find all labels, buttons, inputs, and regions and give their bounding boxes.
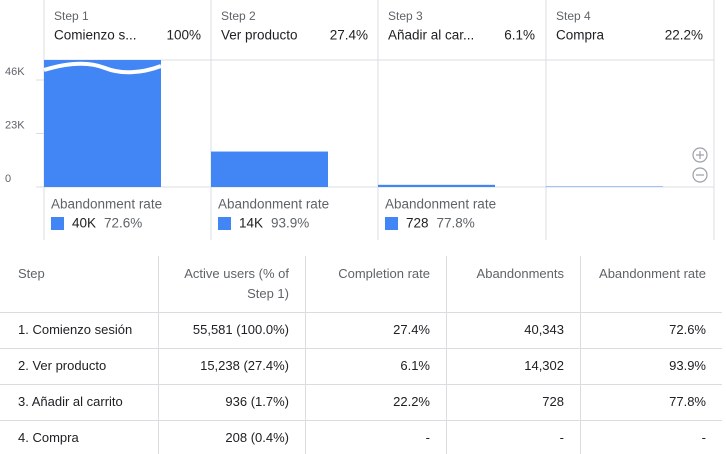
table-cell: 728: [542, 394, 564, 409]
step-label: Step 4: [556, 9, 591, 23]
abandonment-title: Abandonment rate: [51, 197, 162, 212]
bar: [211, 151, 328, 187]
table-cell: 15,238 (27.4%): [200, 358, 289, 373]
legend-swatch: [385, 217, 398, 230]
bar: [378, 184, 495, 187]
funnel-chart: 0 23K 46K Step 1 Comienzo s... 100% Step 2 Ver …: [5, 0, 715, 240]
table-cell: 40,343: [524, 322, 564, 337]
table-cell: -: [559, 430, 564, 445]
abandonment-count: 728: [406, 216, 429, 231]
abandonment-title: Abandonment rate: [218, 197, 329, 212]
abandonment-rate: 72.6%: [104, 216, 142, 231]
column-header: Abandonment rate: [599, 266, 706, 281]
step-rate: 27.4%: [330, 28, 368, 43]
table-cell: 3. Añadir al carrito: [18, 394, 123, 409]
step-name: Compra: [556, 28, 605, 43]
step-rate: 6.1%: [504, 28, 535, 43]
y-tick-label: 46K: [5, 66, 25, 78]
column-header: Active users (% of Step 1): [184, 266, 289, 301]
abandonment-rate: 77.8%: [437, 216, 475, 231]
table-cell: 1. Comienzo sesión: [18, 322, 133, 337]
table-cell: 55,581 (100.0%): [192, 322, 289, 337]
step-label: Step 1: [54, 9, 89, 23]
table-cell: 93.9%: [669, 358, 706, 373]
column-header: Abandonments: [476, 266, 564, 281]
table-cell: 22.2%: [393, 394, 430, 409]
column-header: Step: [18, 266, 45, 281]
row-divider: [0, 420, 722, 421]
table-cell: 6.1%: [400, 358, 430, 373]
legend-swatch: [51, 217, 64, 230]
column-divider: [158, 256, 159, 454]
row-divider: [0, 384, 722, 385]
y-tick-label: 23K: [5, 119, 25, 131]
step-name: Ver producto: [221, 28, 298, 43]
step-name: Añadir al car...: [388, 28, 474, 43]
plot-area: [44, 60, 663, 187]
abandonment-count: 14K: [239, 216, 263, 231]
table-cell: 14,302: [524, 358, 564, 373]
table-cell: 77.8%: [669, 394, 706, 409]
abandonment-rate: 93.9%: [271, 216, 309, 231]
table-cell: 936 (1.7%): [225, 394, 289, 409]
table-cell: 4. Compra: [18, 430, 79, 445]
zoom-controls[interactable]: [692, 147, 708, 183]
column-divider: [580, 256, 581, 454]
table-cell: 72.6%: [669, 322, 706, 337]
axis-break: [44, 61, 162, 75]
table-cell: -: [425, 430, 430, 445]
table-cell: 27.4%: [393, 322, 430, 337]
y-tick-label: 0: [5, 173, 11, 185]
abandonment-count: 40K: [72, 216, 96, 231]
abandonment-title: Abandonment rate: [385, 197, 496, 212]
row-divider: [0, 312, 722, 313]
step-rate: 22.2%: [665, 28, 703, 43]
step-label: Step 2: [221, 9, 256, 23]
step-label: Step 3: [388, 9, 423, 23]
column-divider: [305, 256, 306, 454]
column-header: Completion rate: [338, 266, 430, 281]
bar: [44, 60, 161, 187]
legend-swatch: [218, 217, 231, 230]
column-divider: [446, 256, 447, 454]
table-cell: 2. Ver producto: [18, 358, 107, 373]
step-rate: 100%: [166, 28, 201, 43]
step-name: Comienzo s...: [54, 28, 137, 43]
table-cell: 208 (0.4%): [225, 430, 289, 445]
table-cell: -: [701, 430, 706, 445]
row-divider: [0, 348, 722, 349]
